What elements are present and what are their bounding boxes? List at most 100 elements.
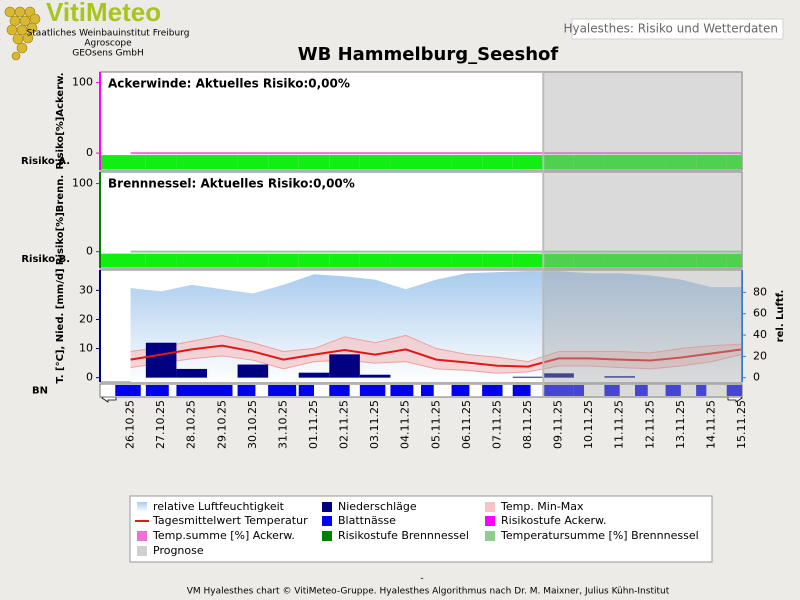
legend-label: Temp. Min-Max <box>500 500 584 513</box>
leaf-wetness <box>451 385 470 396</box>
legend-label: Tagesmittelwert Temperatur <box>152 514 308 527</box>
y-axis-label: Risiko[%]Ackerw. <box>55 72 66 169</box>
y-tick-label: 0 <box>86 245 93 258</box>
x-tick-label: 12.11.25 <box>643 400 656 449</box>
risk-level <box>100 253 146 267</box>
risk-level <box>635 253 666 267</box>
y-tick-label: 100 <box>72 76 93 89</box>
leaf-wetness <box>359 385 386 396</box>
risk-level <box>268 155 299 169</box>
legend-swatch <box>485 516 495 526</box>
risk-level <box>329 155 360 169</box>
risk-level <box>665 155 697 169</box>
risk-level <box>482 253 513 267</box>
x-tick-label: 29.10.25 <box>215 400 228 449</box>
leaf-wetness <box>635 385 648 396</box>
leaf-wetness <box>390 385 414 396</box>
leaf-wetness <box>665 385 681 396</box>
temp-low-line <box>130 353 743 374</box>
x-tick-label: 02.11.25 <box>338 400 351 449</box>
precip-bar <box>176 368 207 378</box>
leaf-wetness <box>115 385 141 396</box>
risk-level <box>100 155 146 169</box>
x-tick-label: 13.11.25 <box>674 400 687 449</box>
logo-title: VitiMeteo <box>46 0 161 27</box>
legend-label: Niederschläge <box>338 500 417 513</box>
risk-level <box>604 253 635 267</box>
risk-level <box>665 253 697 267</box>
panel-title: Ackerwinde: Aktuelles Risiko:0,00% <box>108 77 350 91</box>
y-tick-label: 0 <box>86 371 93 384</box>
logo-grapes <box>4 6 41 61</box>
y2-axis-label: rel. Luftf. <box>775 290 786 343</box>
legend-label: Prognose <box>153 544 204 557</box>
chart-title: WB Hammelburg_Seeshof <box>298 44 559 65</box>
x-tick-label: 07.11.25 <box>490 400 503 449</box>
logo-line: GEOsens GmbH <box>72 49 143 59</box>
risk-level <box>482 155 513 169</box>
y-tick-label: 30 <box>79 283 93 296</box>
y-tick-label: 20 <box>79 312 93 325</box>
x-tick-label: 05.11.25 <box>429 400 442 449</box>
strip-label: BN <box>32 386 48 397</box>
risk-level <box>359 155 391 169</box>
legend-swatch <box>322 502 332 512</box>
y2-tick-label: 20 <box>753 349 767 362</box>
app-label-box <box>571 18 784 40</box>
x-tick-label: 08.11.25 <box>521 400 534 449</box>
leaf-wetness <box>573 385 585 396</box>
risk-level <box>726 155 742 169</box>
y-tick-label: 10 <box>79 342 93 355</box>
risk-level <box>329 253 360 267</box>
leaf-wetness <box>237 385 256 396</box>
leaf-wetness <box>726 385 742 396</box>
risk-level <box>421 253 452 267</box>
x-tick-label: 31.10.25 <box>276 400 289 449</box>
precip-bar <box>512 376 544 378</box>
x-tick-label: 10.11.25 <box>582 400 595 449</box>
legend-swatch <box>137 502 147 512</box>
risk-level <box>635 155 666 169</box>
precip-bar <box>543 373 574 378</box>
risk-level <box>726 253 742 267</box>
x-tick-label: 11.11.25 <box>613 400 626 449</box>
leaf-wetness <box>696 385 707 396</box>
risk-level <box>207 155 238 169</box>
risk-level <box>604 155 635 169</box>
risk-level <box>543 253 574 267</box>
precip-bar <box>329 354 360 378</box>
legend-swatch <box>485 502 495 512</box>
risk-level <box>512 253 544 267</box>
risk-level <box>390 253 421 267</box>
risk-level <box>298 155 330 169</box>
risk-level <box>237 253 269 267</box>
x-tick-label: 01.11.25 <box>307 400 320 449</box>
risk-level <box>696 155 727 169</box>
precip-bar <box>145 342 177 378</box>
legend-swatch <box>322 531 332 541</box>
precip-bar <box>298 372 330 378</box>
x-tick-label: 06.11.25 <box>460 400 473 449</box>
risk-level <box>298 253 330 267</box>
risk-level <box>512 155 544 169</box>
panel-title: Brennnessel: Aktuelles Risiko:0,00% <box>108 177 355 191</box>
leaf-wetness <box>145 385 169 396</box>
legend-label: Blattnässe <box>338 514 396 527</box>
legend-label: Temp.summe [%] Ackerw. <box>152 529 295 542</box>
x-tick-label: 04.11.25 <box>399 400 412 449</box>
risk-level <box>573 253 605 267</box>
leaf-wetness <box>268 385 297 396</box>
legend-label: Risikostufe Brennnessel <box>338 529 469 542</box>
legend-swatch <box>137 531 147 541</box>
precip-bar <box>604 376 635 378</box>
app-label: Hyalesthes: Risiko und Wetterdaten <box>563 22 778 36</box>
leaf-wetness <box>176 385 207 396</box>
x-tick-label: 14.11.25 <box>704 400 717 449</box>
risk-level <box>359 253 391 267</box>
risk-level <box>451 253 483 267</box>
risk-level <box>145 155 177 169</box>
risk-level <box>176 155 207 169</box>
risk-level <box>268 253 299 267</box>
